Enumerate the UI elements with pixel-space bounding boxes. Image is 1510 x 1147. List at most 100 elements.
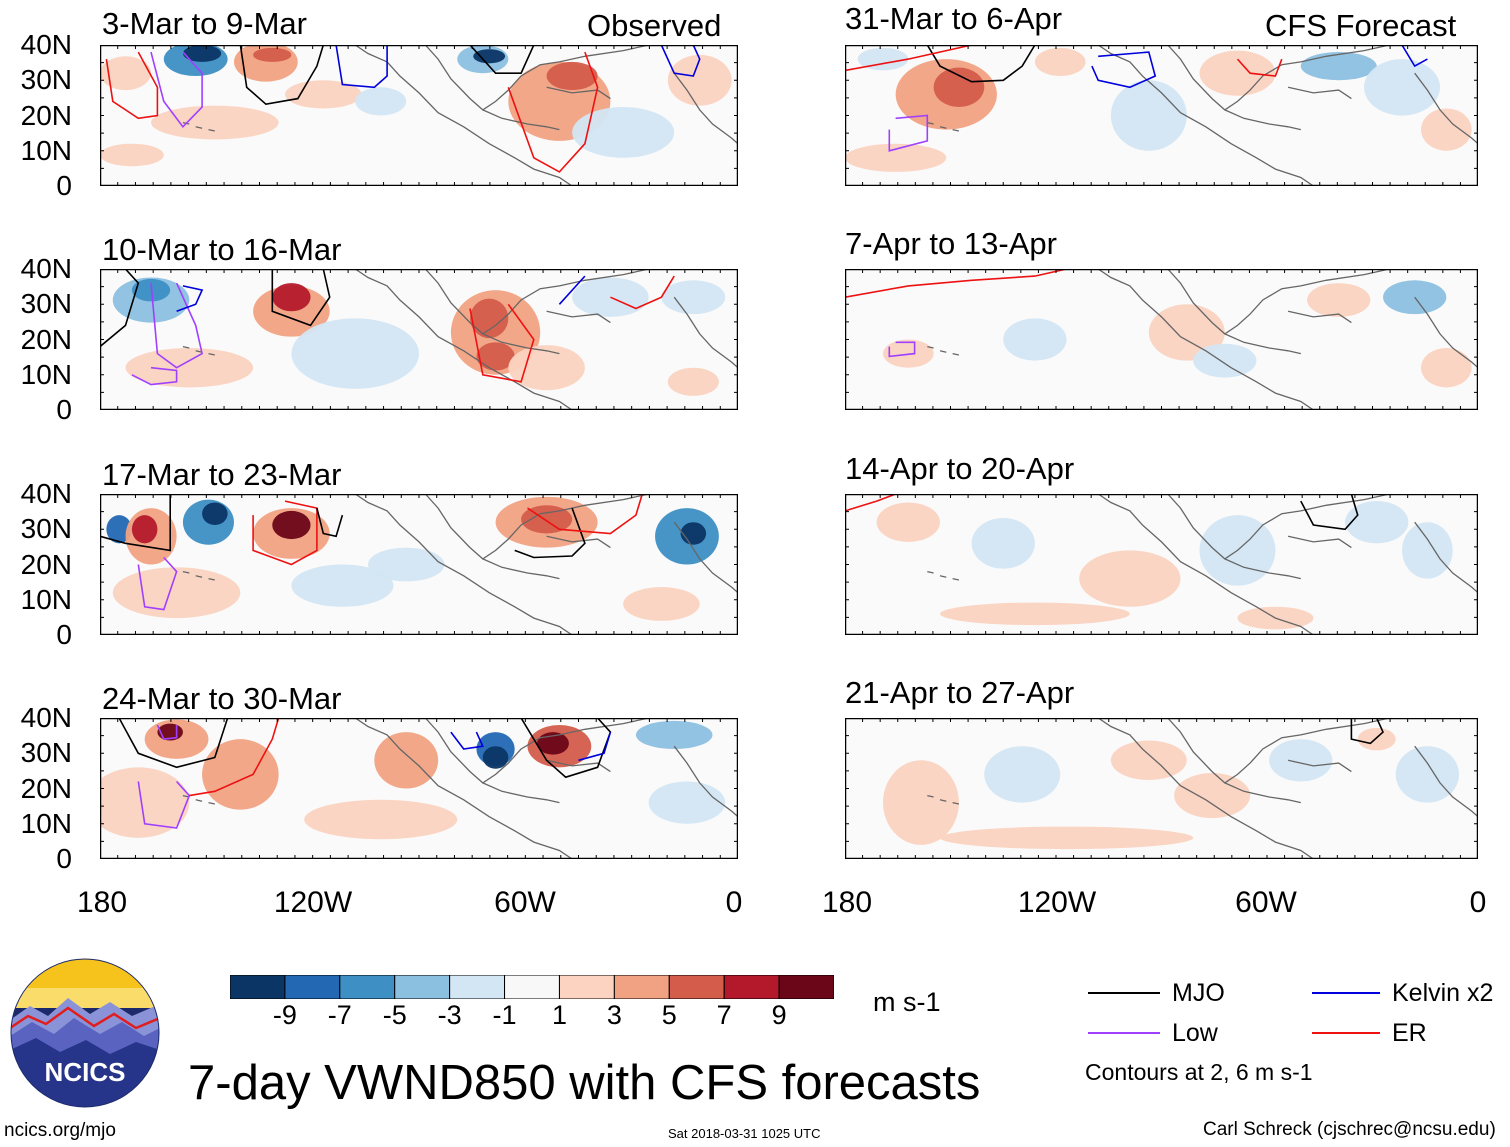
anomaly-shading — [112, 567, 241, 619]
wave-contour — [926, 44, 1036, 83]
y-tick-label: 0 — [56, 843, 72, 874]
coastline — [482, 109, 560, 131]
figure-title: 7-day VWND850 with CFS forecasts — [188, 1056, 981, 1110]
map-field — [99, 493, 739, 636]
map-field — [87, 717, 739, 860]
coastline — [673, 296, 739, 369]
anomaly-shading — [667, 367, 719, 396]
wave-contour — [271, 268, 331, 327]
coastline — [927, 121, 960, 132]
anomaly-shading — [100, 143, 164, 167]
anomaly-shading — [939, 826, 1194, 850]
anomaly-shading — [100, 56, 152, 91]
panel-title: 31-Mar to 6-Apr — [845, 1, 1063, 36]
wave-contour — [527, 493, 644, 535]
panel-title: 3-Mar to 9-Mar — [102, 6, 307, 41]
y-tick-label: 20N — [20, 772, 72, 804]
anomaly-shading — [667, 54, 732, 106]
anomaly-shading — [1402, 522, 1453, 579]
footer-url: ncics.org/mjo — [4, 1120, 116, 1141]
anomaly-shading — [1110, 740, 1187, 781]
wave-contour — [660, 44, 701, 77]
panel-title: 7-Apr to 13-Apr — [845, 226, 1057, 261]
y-tick-label: 30N — [20, 737, 72, 769]
y-tick-label: 10N — [20, 583, 72, 615]
anomaly-shading — [857, 47, 909, 71]
coastline — [482, 558, 560, 580]
x-tick-label: 0 — [725, 886, 743, 919]
legend-line-kelvin — [1312, 992, 1380, 994]
anomaly-shading — [1199, 50, 1276, 96]
coastline — [1224, 782, 1301, 804]
coastline — [1097, 717, 1314, 860]
map-field — [99, 42, 739, 187]
y-tick-label: 40N — [20, 702, 72, 733]
coastline — [1097, 493, 1314, 636]
wave-contour — [99, 494, 171, 552]
coastline — [1224, 558, 1301, 580]
wave-contour — [844, 493, 896, 512]
legend-line-low — [1088, 1032, 1160, 1034]
footer-timestamp: Sat 2018-03-31 1025 UTC — [668, 1126, 821, 1141]
anomaly-shading — [939, 602, 1130, 626]
panel-title: 14-Apr to 20-Apr — [845, 451, 1075, 486]
anomaly-shading — [202, 502, 228, 526]
x-tick-label: 120W — [273, 886, 353, 919]
anomaly-shading — [87, 767, 190, 838]
y-tick-label: 20N — [20, 99, 72, 131]
anomaly-shading — [291, 318, 419, 389]
coastline — [354, 268, 573, 411]
x-tick-label: 60W — [1235, 886, 1297, 919]
anomaly-shading — [106, 515, 132, 544]
coastline — [546, 535, 611, 549]
footer-author: Carl Schreck (cjschrec@ncsu.edu) — [1203, 1119, 1496, 1140]
observed-label: Observed — [587, 8, 722, 43]
coastline — [1414, 296, 1479, 369]
anomaly-shading — [1269, 739, 1333, 782]
anomaly-shading — [1395, 746, 1460, 803]
colorbar — [230, 975, 834, 999]
y-tick-label: 20N — [20, 323, 72, 355]
y-tick-label: 30N — [20, 64, 72, 96]
wave-contour — [450, 731, 484, 750]
anomaly-shading — [304, 799, 458, 840]
observed-panel-4 — [87, 717, 739, 860]
coastline — [1287, 535, 1352, 549]
colorbar-swatch — [723, 975, 780, 999]
anomaly-shading — [473, 49, 506, 64]
anomaly-shading — [253, 47, 292, 62]
anomaly-shading — [680, 522, 707, 545]
coastline — [673, 521, 739, 594]
anomaly-shading — [1364, 59, 1441, 116]
legend-label-low: Low — [1172, 1019, 1218, 1047]
anomaly-shading — [367, 547, 445, 582]
anomaly-shading — [476, 342, 515, 371]
y-tick-label: 10N — [20, 134, 72, 166]
wave-contour — [99, 268, 140, 348]
legend-label-kelvin: Kelvin x2 — [1392, 979, 1494, 1007]
coastline — [1097, 44, 1314, 187]
wave-contour — [1401, 44, 1428, 68]
anomaly-shading — [572, 107, 675, 158]
anomaly-shading — [1110, 80, 1187, 151]
map-field — [844, 493, 1479, 636]
anomaly-shading — [1345, 501, 1409, 544]
wave-contour — [156, 724, 178, 740]
colorbar-swatch — [339, 975, 396, 999]
anomaly-shading — [661, 280, 726, 315]
panel-title: 10-Mar to 16-Mar — [102, 232, 342, 267]
x-tick-label: 180 — [76, 886, 128, 919]
coastline — [1167, 268, 1390, 335]
colorbar-label: 5 — [661, 1000, 677, 1030]
coastline — [1224, 333, 1301, 355]
coastline — [1287, 310, 1352, 324]
wave-contour — [176, 285, 204, 313]
anomaly-shading — [291, 564, 394, 607]
colorbar-swatch — [504, 975, 560, 999]
wave-contour — [137, 556, 178, 611]
colorbar-label: -5 — [382, 1000, 407, 1030]
anomaly-shading — [1357, 727, 1396, 751]
legend-line-mjo — [1088, 992, 1160, 994]
forecast-label: CFS Forecast — [1265, 8, 1457, 43]
anomaly-shading — [374, 732, 439, 789]
